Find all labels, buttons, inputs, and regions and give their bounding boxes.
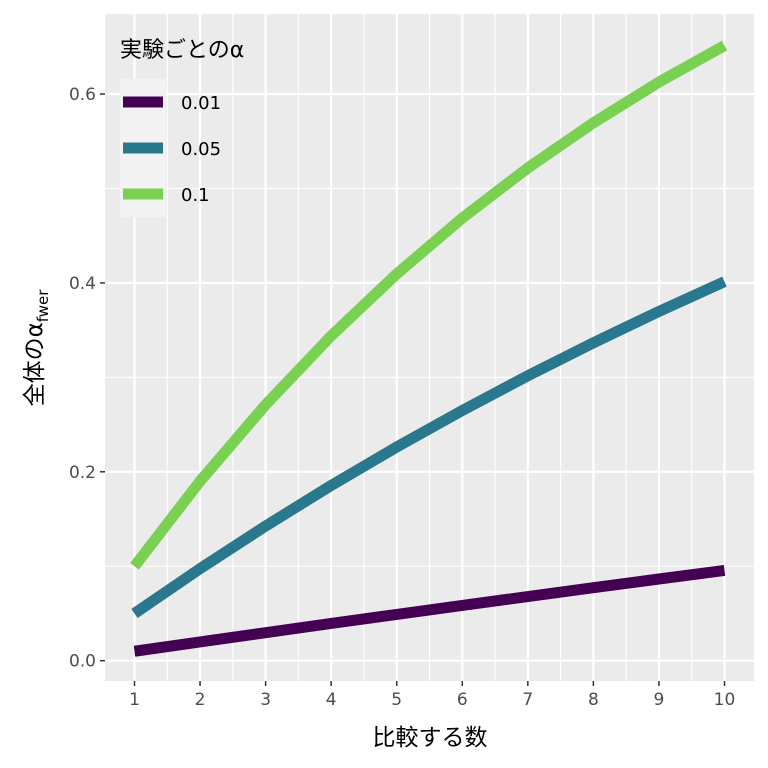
y-axis-title: 全体のαfwer: [22, 289, 52, 407]
x-tick-label: 7: [522, 690, 533, 710]
legend-label: 0.05: [181, 139, 221, 160]
x-tick-label: 8: [588, 690, 599, 710]
x-tick-label: 6: [457, 690, 468, 710]
legend-label: 0.1: [181, 185, 210, 206]
legend-title: 実験ごとのα: [120, 38, 244, 63]
y-axis: 0.0 0.2 0.4 0.6: [69, 85, 105, 672]
series-line-0-1: [130, 40, 728, 570]
series-lines: [130, 40, 728, 657]
x-tick-label: 3: [260, 690, 271, 710]
x-tick-label: 2: [195, 690, 206, 710]
x-axis-title: 比較する数: [373, 725, 488, 751]
legend: 実験ごとのα 0.01 0.05 0.1: [120, 38, 244, 217]
y-tick-label: 0.2: [69, 463, 96, 483]
y-axis-title-subscript: fwer: [34, 289, 52, 323]
series-line-0-01: [133, 564, 726, 657]
grid-minor: [105, 14, 754, 681]
x-axis: 1 2 3 4 5 6 7 8 9 10: [129, 681, 735, 710]
x-tick-label: 4: [326, 690, 337, 710]
x-tick-label: 1: [129, 690, 140, 710]
x-tick-label: 10: [714, 690, 736, 710]
series-line-0-05: [131, 276, 727, 619]
x-tick-label: 5: [391, 690, 402, 710]
y-tick-label: 0.6: [69, 85, 96, 105]
legend-label: 0.01: [181, 93, 221, 114]
y-tick-label: 0.4: [69, 274, 96, 294]
y-tick-label: 0.0: [69, 652, 96, 672]
y-axis-title-main: 全体のα: [22, 322, 48, 406]
legend-items: 0.01 0.05 0.1: [123, 93, 221, 206]
x-tick-label: 9: [654, 690, 665, 710]
